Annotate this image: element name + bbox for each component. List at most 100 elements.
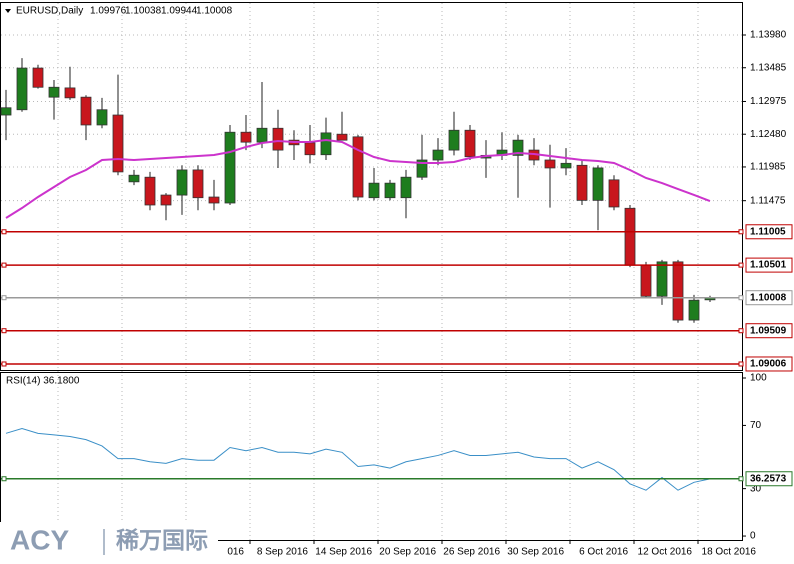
level-handle xyxy=(1,262,7,268)
ohlc-close: 1.10008 xyxy=(196,6,233,17)
candle-body xyxy=(16,67,28,111)
candle-body xyxy=(448,129,460,151)
candle-body xyxy=(560,162,572,169)
rsi-panel xyxy=(0,372,743,541)
chart-layer: 016 8 Sep 2016 14 Sep 2016 20 Sep 2016 26 Se… xyxy=(0,3,793,558)
x-tick-label: 6 Oct 2016 xyxy=(579,547,628,558)
y-tick-label: 1.11985 xyxy=(750,162,786,173)
candle-body xyxy=(0,107,12,116)
candle-body xyxy=(608,179,620,208)
x-tick-label: 14 Sep 2016 xyxy=(315,547,372,558)
candle-body xyxy=(320,132,332,156)
moving-average xyxy=(5,139,711,219)
candle-body xyxy=(176,169,188,196)
candle-body xyxy=(144,176,156,206)
level-handle xyxy=(1,361,7,367)
level-handle xyxy=(738,262,744,268)
y-tick-label: 1.11475 xyxy=(750,195,786,206)
ohlc-high: 1.10038 xyxy=(125,6,162,17)
candle-body xyxy=(640,264,652,297)
level-label: 36.2573 xyxy=(750,473,787,484)
candle-body xyxy=(672,261,684,321)
x-tick-label: 18 Oct 2016 xyxy=(702,547,757,558)
logo-background xyxy=(0,522,218,564)
logo: ACY 稀万国际 xyxy=(0,522,218,564)
y-tick-label: 1.12480 xyxy=(750,129,787,140)
candle-body xyxy=(400,176,412,199)
candle-body xyxy=(272,127,284,151)
level-handle xyxy=(738,476,744,482)
candle-body xyxy=(240,131,252,143)
y-tick-label: 1.13485 xyxy=(750,62,787,73)
ohlc-low: 1.09944 xyxy=(161,6,198,17)
main-panel xyxy=(0,2,743,371)
candle-body xyxy=(112,114,124,173)
level-label: 1.10008 xyxy=(750,292,787,303)
ohlc-open: 1.09976 xyxy=(90,6,127,17)
x-tick-label: 26 Sep 2016 xyxy=(443,547,500,558)
level-handle xyxy=(1,328,7,334)
candle-body xyxy=(96,109,108,126)
level-handle xyxy=(1,229,7,235)
candle-body xyxy=(624,207,636,266)
candle-body xyxy=(464,129,476,158)
symbol-title: EURUSD,Daily xyxy=(16,6,83,17)
x-tick-label: 30 Sep 2016 xyxy=(507,547,564,558)
candle-body xyxy=(512,139,524,156)
candle-body xyxy=(416,159,428,178)
candle-body xyxy=(384,182,396,199)
candle-body xyxy=(48,86,60,98)
candle-body xyxy=(64,87,76,99)
level-label-box xyxy=(745,356,793,372)
header-arrow xyxy=(5,9,11,13)
level-handle xyxy=(738,295,744,301)
candle-body xyxy=(208,196,220,204)
x-tick-label: 8 Sep 2016 xyxy=(257,547,309,558)
level-handle xyxy=(738,328,744,334)
y-tick-label: 1.12975 xyxy=(750,96,787,107)
candle-body xyxy=(160,194,172,206)
candle-body xyxy=(256,127,268,143)
candle-body xyxy=(80,96,92,126)
candle-body xyxy=(32,67,44,88)
level-label-box xyxy=(745,471,793,487)
level-label: 1.11005 xyxy=(750,226,786,237)
rsi-line xyxy=(5,428,711,491)
candle-body xyxy=(336,133,348,141)
logo-brand: ACY xyxy=(10,524,69,555)
candle-body xyxy=(432,149,444,161)
x-tick-label: 12 Oct 2016 xyxy=(638,547,693,558)
y-tick-label: 70 xyxy=(750,420,762,431)
level-handle xyxy=(1,295,7,301)
level-label: 1.10501 xyxy=(750,260,787,271)
level-label-box xyxy=(745,224,793,240)
x-tick-label: 20 Sep 2016 xyxy=(379,547,436,558)
y-tick-label: 30 xyxy=(750,483,762,494)
level-handle xyxy=(738,229,744,235)
level-label: 1.09509 xyxy=(750,325,787,336)
candle-body xyxy=(304,142,316,156)
rsi-title: RSI(14) 36.1800 xyxy=(6,376,80,387)
candle-body xyxy=(576,164,588,201)
y-tick-label: 100 xyxy=(750,373,767,384)
y-tick-label: 0 xyxy=(750,531,756,542)
x-tick-label: 016 xyxy=(227,547,244,558)
candle-body xyxy=(352,136,364,198)
y-tick-label: 1.13980 xyxy=(750,30,787,41)
candle-body xyxy=(544,159,556,169)
level-handle xyxy=(738,361,744,367)
candle-body xyxy=(128,174,140,183)
candle-body xyxy=(592,167,604,201)
logo-name: 稀万国际 xyxy=(116,527,208,553)
level-handle xyxy=(1,476,7,482)
level-label-box xyxy=(745,257,793,273)
candle-body xyxy=(656,261,668,297)
candle-body xyxy=(368,182,380,199)
candle-body xyxy=(688,299,700,321)
candle-body xyxy=(192,169,204,199)
level-label-box xyxy=(745,323,793,339)
level-label: 1.09006 xyxy=(750,359,787,370)
level-label-box xyxy=(745,290,793,306)
candle-body xyxy=(224,131,236,204)
